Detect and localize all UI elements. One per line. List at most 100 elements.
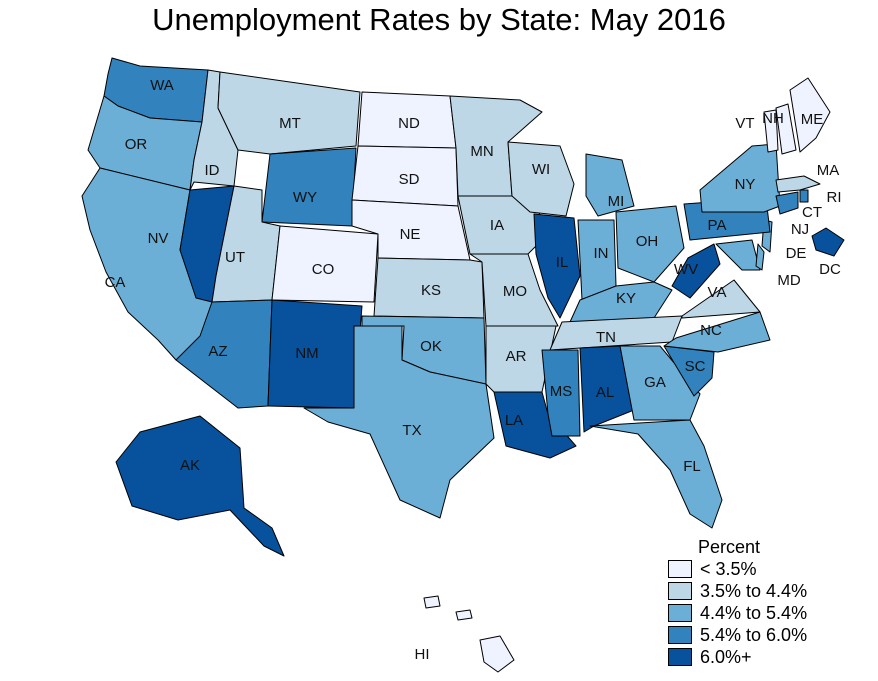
state-label-ak: AK <box>180 457 200 474</box>
state-mo <box>469 253 559 327</box>
state-ga <box>619 345 701 421</box>
state-label-mi: MI <box>608 193 625 210</box>
state-label-dc: DC <box>819 261 841 278</box>
state-ak <box>115 415 285 557</box>
state-label-nv: NV <box>148 230 169 247</box>
state-label-wy: WY <box>293 189 317 206</box>
state-md <box>715 239 761 271</box>
legend-entry: < 3.5% <box>668 558 868 580</box>
legend-entry: 4.4% to 5.4% <box>668 602 868 624</box>
state-label-il: IL <box>556 254 569 271</box>
state-label-id: ID <box>205 162 220 179</box>
state-oh <box>615 205 685 283</box>
state-label-sd: SD <box>399 171 420 188</box>
state-ct <box>775 191 799 215</box>
state-label-wv: WV <box>674 261 698 278</box>
state-label-wi: WI <box>532 161 550 178</box>
state-shapes <box>81 57 845 673</box>
state-mi <box>585 153 635 217</box>
state-label-ia: IA <box>490 217 504 234</box>
state-label-ut: UT <box>225 249 245 266</box>
state-label-wa: WA <box>150 77 174 94</box>
legend-swatch <box>668 560 692 578</box>
state-label-me: ME <box>801 111 824 128</box>
state-label-az: AZ <box>208 343 227 360</box>
state-dc <box>811 227 845 257</box>
state-wy <box>261 147 357 227</box>
state-label-al: AL <box>596 384 614 401</box>
state-la <box>493 391 577 459</box>
state-mt <box>217 71 361 155</box>
state-ri <box>799 189 809 203</box>
state-label-nj: NJ <box>791 221 809 238</box>
state-label-mn: MN <box>470 143 493 160</box>
state-label-ky: KY <box>616 290 636 307</box>
state-label-ms: MS <box>550 383 573 400</box>
state-me <box>789 77 831 153</box>
state-labels: WA OR CA ID NV MT WY UT AZ CO NM ND SD NE KS OK TX MN IA MO… <box>105 77 842 663</box>
state-label-fl: FL <box>683 458 701 475</box>
state-label-md: MD <box>777 272 800 289</box>
state-label-ct: CT <box>802 204 822 221</box>
legend-label: 4.4% to 5.4% <box>700 602 808 623</box>
legend-rows: < 3.5% 3.5% to 4.4% 4.4% to 5.4% 5.4% to 6.… <box>668 558 868 668</box>
state-ks <box>373 257 485 319</box>
state-hi <box>423 595 515 673</box>
state-wv <box>671 243 721 299</box>
state-label-vt: VT <box>735 115 754 132</box>
state-fl <box>589 419 723 529</box>
state-label-ga: GA <box>644 374 666 391</box>
state-label-tn: TN <box>596 329 616 346</box>
legend-entry: 3.5% to 4.4% <box>668 580 868 602</box>
map-title: Unemployment Rates by State: May 2016 <box>152 2 726 37</box>
state-label-nd: ND <box>398 115 420 132</box>
legend-title: Percent <box>698 537 761 557</box>
state-label-ri: RI <box>827 189 842 206</box>
state-label-pa: PA <box>708 217 727 234</box>
legend-swatch <box>668 626 692 644</box>
state-label-nh: NH <box>762 110 784 127</box>
legend-swatch <box>668 582 692 600</box>
state-label-or: OR <box>125 136 148 153</box>
state-tx <box>303 325 495 519</box>
state-label-ny: NY <box>735 176 756 193</box>
state-label-oh: OH <box>636 233 659 250</box>
state-label-tx: TX <box>402 422 421 439</box>
legend-swatch <box>668 648 692 666</box>
state-tn <box>549 315 683 351</box>
legend-label: < 3.5% <box>700 558 757 579</box>
state-label-la: LA <box>505 412 523 429</box>
state-label-ca: CA <box>105 274 126 291</box>
state-label-mo: MO <box>503 283 527 300</box>
legend-entry: 5.4% to 6.0% <box>668 624 868 646</box>
state-label-ar: AR <box>506 348 527 365</box>
legend-swatch <box>668 604 692 622</box>
state-al <box>579 345 635 433</box>
state-label-nm: NM <box>295 345 318 362</box>
state-label-nc: NC <box>700 322 722 339</box>
state-va <box>681 279 761 319</box>
state-ms <box>541 349 581 437</box>
legend: Percent < 3.5% 3.5% to 4.4% 4.4% to 5.4% 5.… <box>668 536 868 668</box>
state-label-in: IN <box>594 245 609 262</box>
state-label-ne: NE <box>400 226 421 243</box>
state-label-sc: SC <box>685 358 706 375</box>
state-vt <box>763 109 779 153</box>
state-ma <box>775 175 821 193</box>
state-label-de: DE <box>786 245 807 262</box>
state-nc <box>663 311 771 353</box>
legend-label: 3.5% to 4.4% <box>700 580 808 601</box>
state-il <box>533 213 581 319</box>
state-label-ok: OK <box>420 338 442 355</box>
state-label-hi: HI <box>415 646 430 663</box>
legend-entry: 6.0%+ <box>668 646 868 668</box>
legend-label: 6.0%+ <box>700 646 752 667</box>
state-nh <box>775 103 797 155</box>
legend-label: 5.4% to 6.0% <box>700 624 808 645</box>
state-co <box>271 225 379 303</box>
state-label-ks: KS <box>421 282 441 299</box>
state-label-mt: MT <box>279 115 301 132</box>
state-wi <box>507 141 575 217</box>
state-label-va: VA <box>708 284 727 301</box>
